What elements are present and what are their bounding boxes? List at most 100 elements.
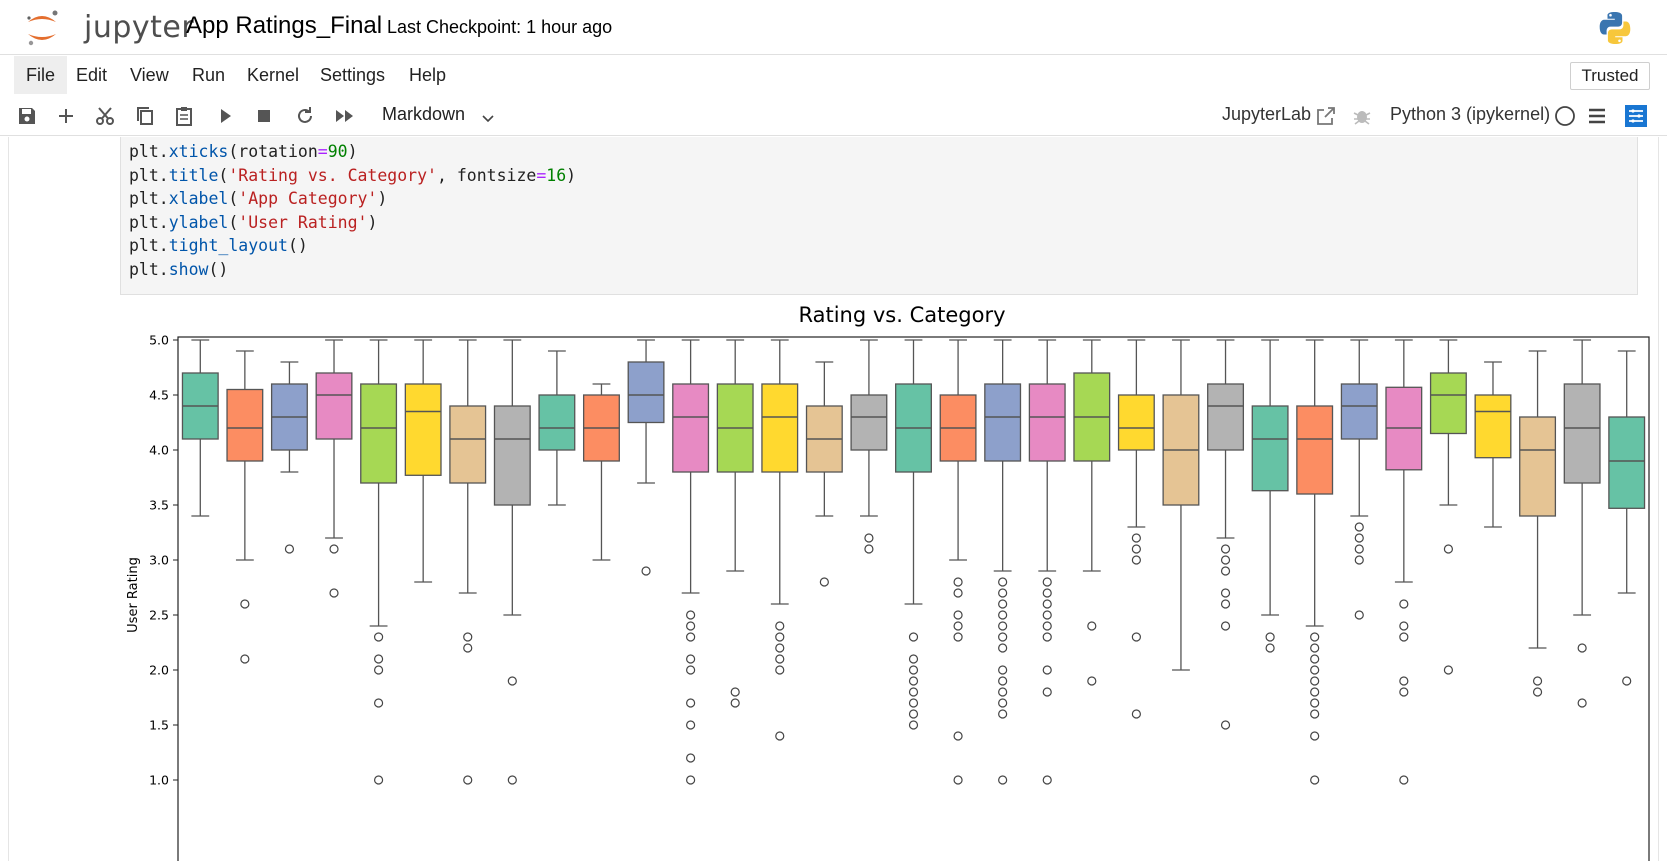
menu-view[interactable]: View — [130, 65, 169, 85]
outlier-point — [1443, 665, 1454, 675]
menu-list-icon[interactable] — [1585, 104, 1609, 128]
outlier-point — [1354, 610, 1364, 620]
debugger-bug-icon[interactable] — [1350, 104, 1374, 128]
last-checkpoint: Last Checkpoint: 1 hour ago — [387, 17, 613, 37]
outlier-point — [775, 621, 785, 631]
box-iqr — [672, 383, 710, 473]
outlier-point — [1042, 621, 1052, 631]
box-24 — [1251, 339, 1289, 653]
box-19 — [1028, 339, 1066, 785]
outlier-point — [1310, 698, 1320, 708]
outlier-point — [1399, 632, 1409, 642]
code-token: plt. — [129, 189, 169, 208]
save-icon[interactable] — [15, 104, 39, 128]
code-token: xlabel — [168, 189, 229, 208]
box-iqr — [538, 394, 576, 451]
box-series — [181, 339, 1646, 785]
paste-icon[interactable] — [172, 104, 196, 128]
y-tick-label: 1.5 — [149, 718, 169, 733]
box-32 — [1608, 350, 1646, 686]
box-iqr — [1207, 383, 1245, 451]
code-token: 'User Rating' — [238, 212, 368, 232]
run-icon[interactable] — [213, 104, 237, 128]
outlier-point — [953, 775, 963, 785]
outlier-point — [908, 698, 919, 708]
menu-run[interactable]: Run — [192, 65, 226, 85]
outlier-point — [1532, 687, 1543, 697]
y-tick-label: 3.5 — [149, 498, 169, 513]
code-token: ) — [367, 212, 378, 232]
outlier-point — [507, 775, 517, 785]
trusted-button[interactable]: Trusted — [1570, 62, 1650, 90]
box-plot-chart: Rating vs. Category User Rating 1.0 1.5 2.… — [126, 303, 1650, 861]
outlier-point — [1310, 676, 1320, 686]
code-token: ylabel — [168, 212, 229, 232]
box-iqr — [1117, 394, 1155, 451]
box-3 — [315, 339, 353, 598]
code-token: 'Rating vs. Category' — [228, 165, 437, 185]
outlier-point — [864, 544, 874, 554]
outlier-point — [1399, 599, 1409, 609]
code-line: plt.xlabel('App Category') — [129, 189, 387, 208]
add-cell-icon[interactable] — [54, 104, 78, 128]
outlier-point — [686, 665, 696, 675]
outlier-point — [775, 665, 785, 675]
menu-edit[interactable]: Edit — [76, 65, 108, 85]
outlier-point — [998, 775, 1008, 785]
restart-icon[interactable] — [293, 104, 317, 128]
outlier-point — [1532, 676, 1543, 686]
copy-icon[interactable] — [133, 104, 157, 128]
box-20 — [1073, 339, 1111, 686]
outlier-point — [998, 676, 1008, 686]
y-axis-label: User Rating — [126, 557, 141, 633]
box-17 — [939, 339, 977, 785]
outlier-point — [686, 753, 696, 763]
notebook-title[interactable]: App Ratings_Final — [186, 12, 383, 39]
outlier-point — [998, 577, 1008, 587]
chevron-down-icon[interactable] — [480, 110, 496, 126]
outlier-point — [1310, 709, 1320, 719]
box-4 — [360, 339, 398, 785]
kernel-name[interactable]: Python 3 (ipykernel) — [1390, 104, 1551, 124]
cut-icon[interactable] — [93, 104, 117, 128]
run-all-icon[interactable] — [333, 104, 357, 128]
outlier-point — [373, 665, 384, 675]
cell-type-select[interactable]: Markdown — [382, 104, 466, 124]
code-token: = — [536, 165, 547, 185]
menu-kernel[interactable]: Kernel — [247, 65, 300, 85]
box-30 — [1519, 350, 1557, 697]
jupyter-logo[interactable]: jupyter — [22, 8, 194, 46]
notebook-toolbar: Markdown JupyterLab Python 3 (ipykernel) — [0, 96, 1667, 136]
outlier-point — [1220, 621, 1231, 631]
code-token: plt. — [129, 259, 169, 279]
outlier-point — [1220, 720, 1231, 730]
box-iqr — [404, 383, 442, 476]
jupyterlab-link[interactable]: JupyterLab — [1222, 104, 1312, 124]
outlier-point — [373, 775, 384, 785]
box-iqr — [984, 383, 1022, 462]
menu-settings[interactable]: Settings — [320, 65, 386, 85]
code-token: show — [168, 259, 209, 279]
outlier-point — [1042, 687, 1052, 697]
external-link-icon[interactable] — [1314, 104, 1338, 128]
outlier-point — [775, 643, 785, 653]
stop-icon[interactable] — [252, 104, 276, 128]
outlier-point — [998, 588, 1008, 598]
code-cell-editor[interactable]: plt.xticks(rotation=90) plt.title('Rating… — [120, 137, 1638, 295]
box-13 — [761, 339, 799, 741]
y-tick-label: 3.0 — [149, 553, 169, 568]
outlier-point — [1265, 632, 1275, 642]
box-iqr — [1474, 394, 1512, 459]
box-9 — [582, 383, 620, 561]
outlier-point — [1310, 775, 1320, 785]
property-inspector-icon[interactable] — [1624, 104, 1648, 128]
code-token: (rotation — [228, 142, 318, 161]
menu-file[interactable]: File — [14, 56, 68, 94]
menu-help[interactable]: Help — [409, 65, 447, 85]
box-1 — [226, 350, 264, 664]
outlier-point — [953, 610, 963, 620]
box-iqr — [226, 388, 264, 462]
box-7 — [493, 339, 531, 785]
code-token: ) — [377, 189, 388, 208]
outlier-point — [953, 588, 963, 598]
